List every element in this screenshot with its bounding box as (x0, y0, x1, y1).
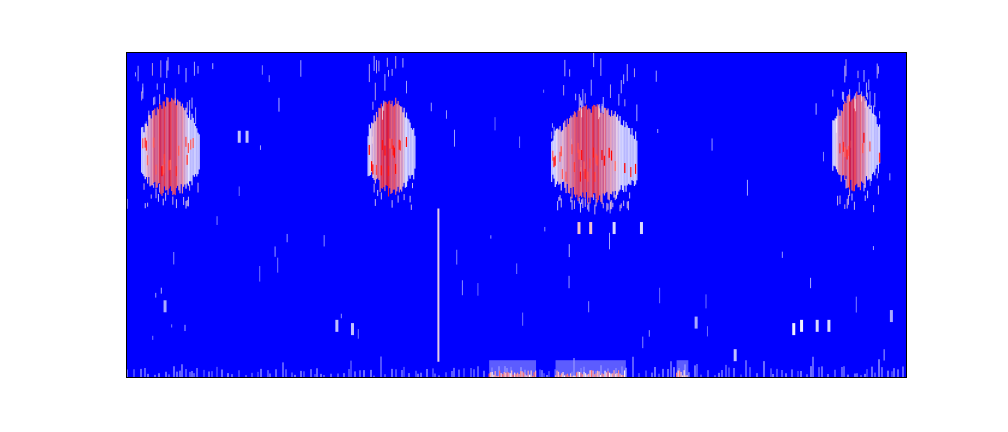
blip (639, 222, 643, 235)
blip (577, 222, 581, 235)
blip (694, 316, 698, 329)
blip (612, 222, 616, 235)
blip (827, 319, 831, 332)
spectrogram-marks (126, 52, 904, 378)
blip (350, 323, 354, 336)
blip (815, 319, 819, 332)
blip (335, 319, 339, 332)
blip (163, 300, 167, 313)
blip (237, 130, 241, 143)
blip (889, 310, 893, 323)
blip (800, 319, 804, 332)
blip (589, 222, 593, 235)
plot-frame (126, 52, 907, 378)
blip (245, 130, 249, 143)
plot-area-background (126, 52, 907, 378)
blip (733, 349, 737, 362)
blip (792, 323, 796, 336)
low-band-haze (676, 360, 689, 378)
